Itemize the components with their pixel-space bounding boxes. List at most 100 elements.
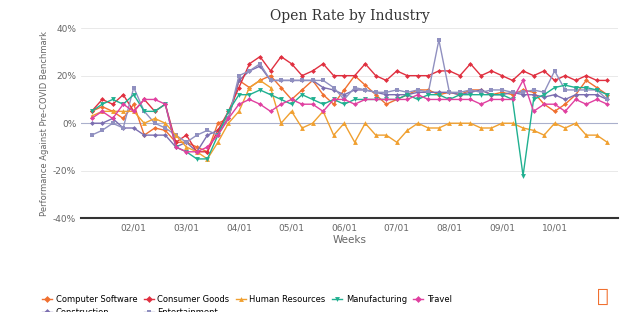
Entertainment — [256, 62, 264, 66]
Construction — [530, 93, 537, 97]
Travel — [582, 102, 590, 106]
Human Resources — [456, 121, 464, 125]
Travel — [414, 93, 422, 97]
Human Resources — [435, 126, 442, 130]
Entertainment — [214, 133, 222, 137]
Construction — [572, 93, 580, 97]
Construction — [477, 88, 485, 92]
Construction — [99, 121, 106, 125]
Manufacturing — [172, 145, 180, 149]
Travel — [256, 102, 264, 106]
Travel — [319, 110, 327, 113]
Entertainment — [225, 117, 232, 120]
Consumer Goods — [467, 62, 474, 66]
Construction — [214, 129, 222, 132]
Travel — [593, 98, 600, 101]
Construction — [603, 98, 611, 101]
Consumer Goods — [341, 74, 348, 78]
Travel — [225, 117, 232, 120]
Computer Software — [456, 93, 464, 97]
Computer Software — [603, 93, 611, 97]
Human Resources — [288, 110, 295, 113]
Construction — [393, 93, 401, 97]
Consumer Goods — [203, 150, 211, 154]
Travel — [130, 110, 137, 113]
Consumer Goods — [593, 79, 600, 82]
Manufacturing — [551, 86, 558, 90]
Construction — [341, 93, 348, 97]
Human Resources — [582, 133, 590, 137]
Construction — [562, 98, 569, 101]
Travel — [88, 117, 95, 120]
Travel — [383, 98, 390, 101]
Entertainment — [446, 90, 453, 94]
Travel — [603, 102, 611, 106]
Title: Open Rate by Industry: Open Rate by Industry — [270, 9, 429, 23]
Entertainment — [383, 90, 390, 94]
Human Resources — [277, 121, 285, 125]
Manufacturing — [130, 93, 137, 97]
Computer Software — [530, 90, 537, 94]
Consumer Goods — [446, 69, 453, 73]
Manufacturing — [319, 102, 327, 106]
Construction — [319, 86, 327, 90]
Manufacturing — [477, 93, 485, 97]
Travel — [351, 102, 358, 106]
Human Resources — [530, 129, 537, 132]
Computer Software — [214, 121, 222, 125]
Construction — [203, 133, 211, 137]
Construction — [246, 69, 253, 73]
Human Resources — [99, 110, 106, 113]
Entertainment — [414, 88, 422, 92]
Consumer Goods — [404, 74, 411, 78]
Construction — [298, 79, 306, 82]
Computer Software — [309, 79, 316, 82]
Human Resources — [551, 121, 558, 125]
Manufacturing — [540, 93, 548, 97]
Consumer Goods — [193, 150, 200, 154]
Travel — [151, 98, 158, 101]
Consumer Goods — [456, 74, 464, 78]
Entertainment — [288, 79, 295, 82]
Manufacturing — [519, 174, 527, 178]
Consumer Goods — [119, 93, 127, 97]
Entertainment — [530, 88, 537, 92]
Human Resources — [424, 126, 432, 130]
Manufacturing — [288, 102, 295, 106]
Human Resources — [562, 126, 569, 130]
Computer Software — [151, 126, 158, 130]
Consumer Goods — [551, 79, 558, 82]
Human Resources — [488, 126, 495, 130]
Travel — [488, 98, 495, 101]
Travel — [193, 150, 200, 154]
Computer Software — [140, 133, 148, 137]
Human Resources — [109, 110, 117, 113]
Entertainment — [88, 133, 95, 137]
Computer Software — [467, 88, 474, 92]
Construction — [288, 79, 295, 82]
Entertainment — [372, 90, 379, 94]
Manufacturing — [456, 93, 464, 97]
Human Resources — [119, 110, 127, 113]
Consumer Goods — [109, 102, 117, 106]
Entertainment — [488, 88, 495, 92]
Manufacturing — [225, 110, 232, 113]
Consumer Goods — [414, 74, 422, 78]
Human Resources — [393, 140, 401, 144]
Consumer Goods — [540, 69, 548, 73]
Construction — [540, 95, 548, 99]
Entertainment — [277, 79, 285, 82]
Construction — [499, 93, 506, 97]
Manufacturing — [393, 98, 401, 101]
Manufacturing — [467, 93, 474, 97]
Computer Software — [509, 93, 516, 97]
Computer Software — [203, 150, 211, 154]
Travel — [435, 98, 442, 101]
Entertainment — [203, 129, 211, 132]
Entertainment — [130, 86, 137, 90]
Computer Software — [330, 102, 338, 106]
Consumer Goods — [562, 74, 569, 78]
Manufacturing — [414, 98, 422, 101]
Human Resources — [193, 150, 200, 154]
Construction — [488, 93, 495, 97]
